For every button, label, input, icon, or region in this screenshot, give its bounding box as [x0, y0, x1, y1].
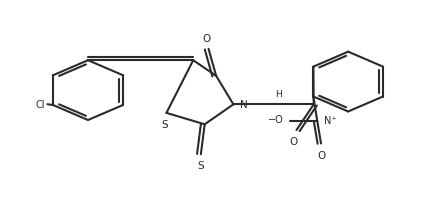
Text: −O: −O	[268, 115, 283, 125]
Text: O: O	[317, 150, 325, 160]
Text: S: S	[198, 161, 204, 171]
Text: Cl: Cl	[35, 99, 45, 109]
Text: N: N	[240, 99, 248, 109]
Text: H: H	[275, 90, 282, 99]
Text: O: O	[290, 136, 297, 146]
Text: N⁺: N⁺	[324, 116, 337, 125]
Text: O: O	[202, 33, 211, 43]
Text: S: S	[161, 120, 168, 130]
